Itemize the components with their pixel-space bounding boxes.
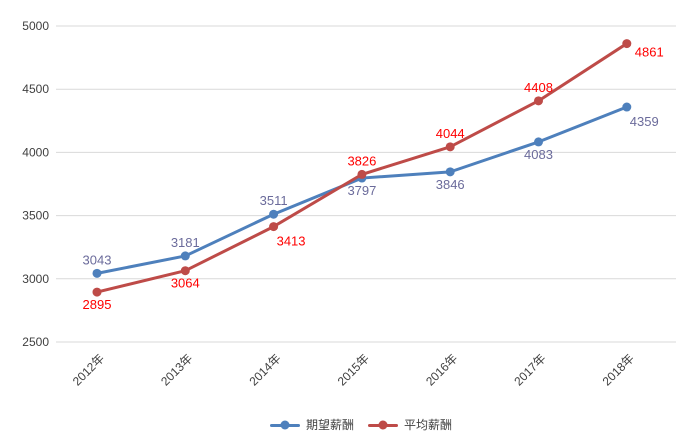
legend-item-expected-salary[interactable]: 期望薪酬 <box>269 418 354 432</box>
data-point[interactable] <box>534 137 543 147</box>
data-label: 4083 <box>524 147 553 162</box>
y-axis-tick-label: 4500 <box>22 82 49 96</box>
data-label: 4359 <box>630 114 659 129</box>
data-point[interactable] <box>92 268 102 278</box>
x-axis-tick-label: 2013年 <box>158 351 195 388</box>
x-axis-tick-label: 2017年 <box>511 351 548 388</box>
data-label: 4861 <box>635 45 664 60</box>
data-point[interactable] <box>622 102 632 112</box>
data-point[interactable] <box>269 222 279 232</box>
data-label: 4408 <box>524 80 553 95</box>
y-axis-tick-label: 2500 <box>22 335 49 349</box>
legend-item-average-salary[interactable]: 平均薪酬 <box>368 419 452 431</box>
data-point[interactable] <box>92 287 102 297</box>
legend-label-average-salary: 平均薪酬 <box>404 418 453 432</box>
data-label: 2895 <box>83 297 112 312</box>
data-label: 3826 <box>347 153 376 168</box>
data-point[interactable] <box>534 96 543 106</box>
x-axis-tick-label: 2018年 <box>600 351 637 388</box>
data-point[interactable] <box>180 266 190 276</box>
x-axis-tick-label: 2016年 <box>423 351 460 388</box>
data-point[interactable] <box>269 209 279 219</box>
legend-label-expected-salary: 期望薪酬 <box>305 418 354 432</box>
data-point[interactable] <box>357 169 367 179</box>
data-label: 3413 <box>277 234 306 249</box>
data-point[interactable] <box>445 142 455 152</box>
legend: 期望薪酬 平均薪酬 <box>14 419 694 431</box>
data-point[interactable] <box>622 39 632 49</box>
data-label: 3511 <box>260 193 288 208</box>
data-label: 3064 <box>171 276 200 291</box>
data-label: 3043 <box>83 252 112 267</box>
y-axis-tick-label: 4000 <box>22 145 49 159</box>
x-axis-tick-label: 2014年 <box>246 351 283 388</box>
x-axis-tick-label: 2015年 <box>335 351 372 388</box>
data-point[interactable] <box>445 167 455 177</box>
data-label: 4044 <box>436 126 465 141</box>
data-label: 3181 <box>171 235 200 250</box>
y-axis-tick-label: 5000 <box>22 19 49 33</box>
y-axis-tick-label: 3000 <box>22 272 49 286</box>
y-axis-tick-label: 3500 <box>22 209 49 223</box>
data-label: 3846 <box>436 177 465 192</box>
expected-salary-line-dot-icon <box>269 420 300 430</box>
plot-area: 2500 3000 3500 4000 4500 5000 2012年 2013年 2014年 2… <box>22 19 676 388</box>
average-salary-line-dot-icon <box>368 420 398 430</box>
x-axis-tick-label: 2012年 <box>70 351 107 388</box>
data-point[interactable] <box>180 251 190 261</box>
data-label: 3797 <box>347 183 376 198</box>
